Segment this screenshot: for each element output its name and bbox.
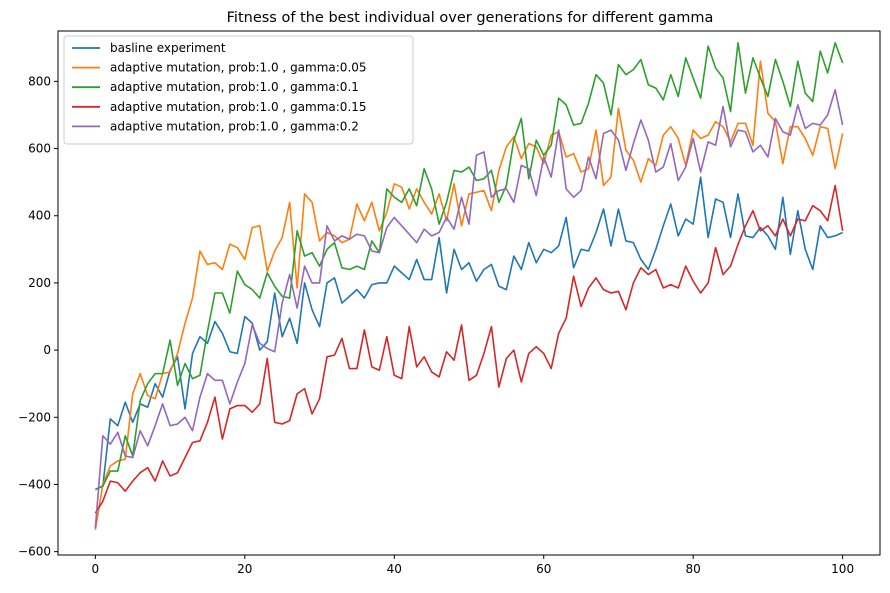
series-line-3 bbox=[95, 41, 844, 491]
y-axis: −600 −400 −200 0 200 400 600 800 bbox=[18, 74, 58, 559]
x-tick-label: 100 bbox=[831, 562, 854, 576]
series-line-2 bbox=[94, 60, 844, 530]
legend-box bbox=[63, 35, 414, 145]
y-tick-label: −600 bbox=[18, 545, 51, 559]
x-tick-label: 20 bbox=[237, 562, 252, 576]
y-tick-label: 800 bbox=[28, 74, 51, 88]
legend-label-3: adaptive mutation, prob:1.0 , gamma:0.1 bbox=[110, 80, 359, 94]
y-tick-label: −400 bbox=[18, 477, 51, 491]
series-layer bbox=[94, 41, 844, 530]
legend-label-4: adaptive mutation, prob:1.0 , gamma:0.15 bbox=[110, 100, 367, 114]
x-tick-label: 40 bbox=[387, 562, 402, 576]
legend: basline experiment adaptive mutation, pro… bbox=[63, 35, 414, 145]
legend-label-2: adaptive mutation, prob:1.0 , gamma:0.05 bbox=[110, 61, 367, 75]
series-line-1 bbox=[95, 176, 843, 491]
y-tick-label: −200 bbox=[18, 410, 51, 424]
chart-title: Fitness of the best individual over gene… bbox=[227, 10, 714, 26]
y-tick-label: 200 bbox=[28, 276, 51, 290]
x-tick-label: 0 bbox=[92, 562, 100, 576]
y-tick-label: 0 bbox=[43, 343, 51, 357]
y-tick-label: 600 bbox=[28, 142, 51, 156]
x-tick-label: 60 bbox=[536, 562, 551, 576]
x-axis: 0 20 40 60 80 100 bbox=[92, 555, 854, 576]
legend-label-1: basline experiment bbox=[110, 41, 226, 55]
plot-frame bbox=[57, 30, 881, 556]
x-tick-label: 80 bbox=[686, 562, 701, 576]
legend-label-5: adaptive mutation, prob:1.0 , gamma:0.2 bbox=[110, 119, 359, 133]
series-line-5 bbox=[94, 88, 844, 529]
series-line-4 bbox=[94, 184, 844, 514]
y-tick-label: 400 bbox=[28, 209, 51, 223]
